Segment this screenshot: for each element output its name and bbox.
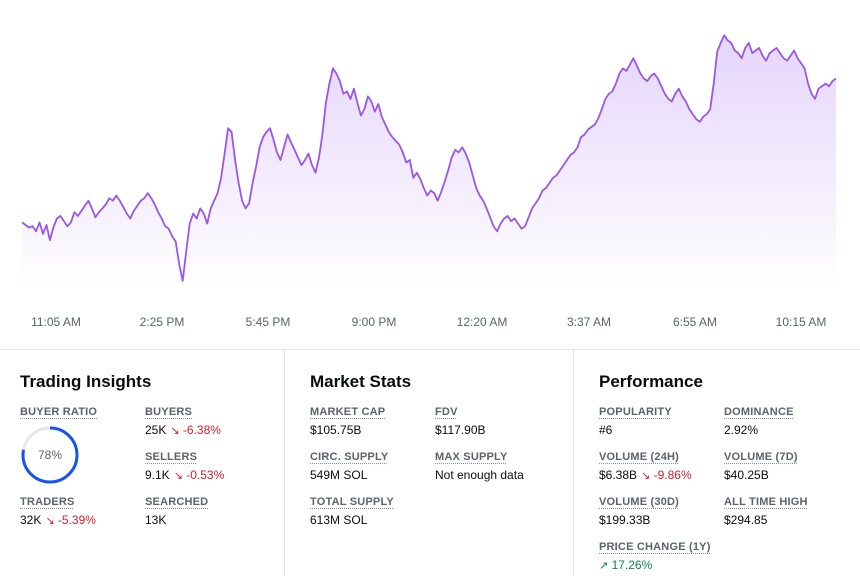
- price-chart[interactable]: 11:05 AM 2:25 PM 5:45 PM 9:00 PM 12:20 A…: [0, 0, 860, 345]
- volume-24h-stat: VOLUME (24H) $6.38B ↘ -9.86%: [599, 451, 692, 482]
- buyer-ratio-label[interactable]: BUYER RATIO: [20, 406, 98, 418]
- dominance-label[interactable]: DOMINANCE: [724, 406, 794, 418]
- volume-24h-change: -9.86%: [653, 468, 692, 482]
- volume-30d-value: $199.33B: [599, 513, 651, 527]
- price-line: [21, 34, 837, 282]
- volume-7d-value: $40.25B: [724, 468, 769, 482]
- all-time-high-value: $294.85: [724, 513, 768, 527]
- down-arrow-icon: ↘: [170, 425, 180, 437]
- ring-progress: [21, 426, 79, 484]
- circ-supply-label[interactable]: CIRC. SUPPLY: [310, 451, 389, 463]
- popularity-stat: POPULARITY #6: [599, 406, 672, 437]
- performance-title: Performance: [599, 372, 703, 391]
- down-arrow-icon: ↘: [173, 470, 183, 482]
- down-arrow-icon: ↘: [45, 515, 55, 527]
- column-divider: [573, 350, 574, 576]
- dominance-value: 2.92%: [724, 423, 759, 437]
- up-arrow-icon: ↗: [599, 560, 609, 572]
- max-supply-stat: MAX SUPPLY Not enough data: [435, 451, 524, 482]
- fdv-value: $117.90B: [435, 423, 486, 437]
- market-cap-value: $105.75B: [310, 423, 362, 437]
- max-supply-value: Not enough data: [435, 468, 524, 482]
- circ-supply-stat: CIRC. SUPPLY 549M SOL: [310, 451, 388, 482]
- total-supply-value: 613M SOL: [310, 513, 368, 527]
- searched-stat: SEARCHED 13K: [145, 496, 208, 527]
- x-tick-label: 3:37 AM: [567, 315, 611, 329]
- x-tick-label: 10:15 AM: [776, 315, 827, 329]
- x-tick-label: 9:00 PM: [352, 315, 397, 329]
- sellers-label[interactable]: SELLERS: [145, 451, 198, 463]
- traders-change: -5.39%: [57, 513, 96, 527]
- price-change-stat: PRICE CHANGE (1Y) ↗ 17.26%: [599, 541, 711, 572]
- price-change-value: 17.26%: [611, 558, 653, 572]
- section-divider: [0, 349, 860, 350]
- buyer-ratio-stat: BUYER RATIO: [20, 406, 97, 418]
- popularity-label[interactable]: POPULARITY: [599, 406, 672, 418]
- trading-insights-title: Trading Insights: [20, 372, 152, 391]
- volume-7d-label[interactable]: VOLUME (7D): [724, 451, 798, 463]
- market-cap-label[interactable]: MARKET CAP: [310, 406, 386, 418]
- volume-7d-stat: VOLUME (7D) $40.25B: [724, 451, 798, 482]
- dominance-stat: DOMINANCE 2.92%: [724, 406, 794, 437]
- fdv-stat: FDV $117.90B: [435, 406, 486, 437]
- buyers-value: 25K: [145, 423, 167, 437]
- price-area-fill: [22, 35, 836, 290]
- total-supply-stat: TOTAL SUPPLY 613M SOL: [310, 496, 394, 527]
- searched-label[interactable]: SEARCHED: [145, 496, 209, 508]
- volume-30d-stat: VOLUME (30D) $199.33B: [599, 496, 679, 527]
- x-tick-label: 6:55 AM: [673, 315, 717, 329]
- market-cap-stat: MARKET CAP $105.75B: [310, 406, 385, 437]
- market-stats-panel: Market Stats MARKET CAP $105.75B FDV $11…: [290, 350, 570, 576]
- buyers-label[interactable]: BUYERS: [145, 406, 193, 418]
- volume-24h-value: $6.38B: [599, 468, 638, 482]
- market-stats-title: Market Stats: [310, 372, 412, 391]
- volume-24h-label[interactable]: VOLUME (24H): [599, 451, 680, 463]
- x-tick-label: 12:20 AM: [457, 315, 508, 329]
- buyers-stat: BUYERS 25K ↘ -6.38%: [145, 406, 221, 437]
- traders-value: 32K: [20, 513, 42, 527]
- price-change-label[interactable]: PRICE CHANGE (1Y): [599, 541, 711, 553]
- x-tick-label: 2:25 PM: [140, 315, 185, 329]
- traders-stat: TRADERS 32K ↘ -5.39%: [20, 496, 96, 527]
- all-time-high-label[interactable]: ALL TIME HIGH: [724, 496, 808, 508]
- traders-label[interactable]: TRADERS: [20, 496, 75, 508]
- x-tick-label: 11:05 AM: [31, 315, 81, 329]
- fdv-label[interactable]: FDV: [435, 406, 458, 418]
- column-divider: [284, 350, 285, 576]
- circ-supply-value: 549M SOL: [310, 468, 368, 482]
- total-supply-label[interactable]: TOTAL SUPPLY: [310, 496, 394, 508]
- sellers-stat: SELLERS 9.1K ↘ -0.53%: [145, 451, 224, 482]
- down-arrow-icon: ↘: [641, 470, 651, 482]
- trading-insights-panel: Trading Insights BUYER RATIO 78% BUYERS …: [0, 350, 280, 576]
- volume-30d-label[interactable]: VOLUME (30D): [599, 496, 680, 508]
- x-axis-ticks: 11:05 AM 2:25 PM 5:45 PM 9:00 PM 12:20 A…: [31, 315, 826, 329]
- all-time-high-stat: ALL TIME HIGH $294.85: [724, 496, 808, 527]
- buyer-ratio-value: 78%: [37, 448, 63, 462]
- buyer-ratio-ring: 78%: [20, 425, 80, 485]
- popularity-value: #6: [599, 423, 613, 437]
- buyers-change: -6.38%: [182, 423, 221, 437]
- sellers-change: -0.53%: [186, 468, 225, 482]
- x-tick-label: 5:45 PM: [246, 315, 291, 329]
- searched-value: 13K: [145, 513, 167, 527]
- performance-panel: Performance POPULARITY #6 DOMINANCE 2.92…: [579, 350, 859, 576]
- max-supply-label[interactable]: MAX SUPPLY: [435, 451, 508, 463]
- sellers-value: 9.1K: [145, 468, 170, 482]
